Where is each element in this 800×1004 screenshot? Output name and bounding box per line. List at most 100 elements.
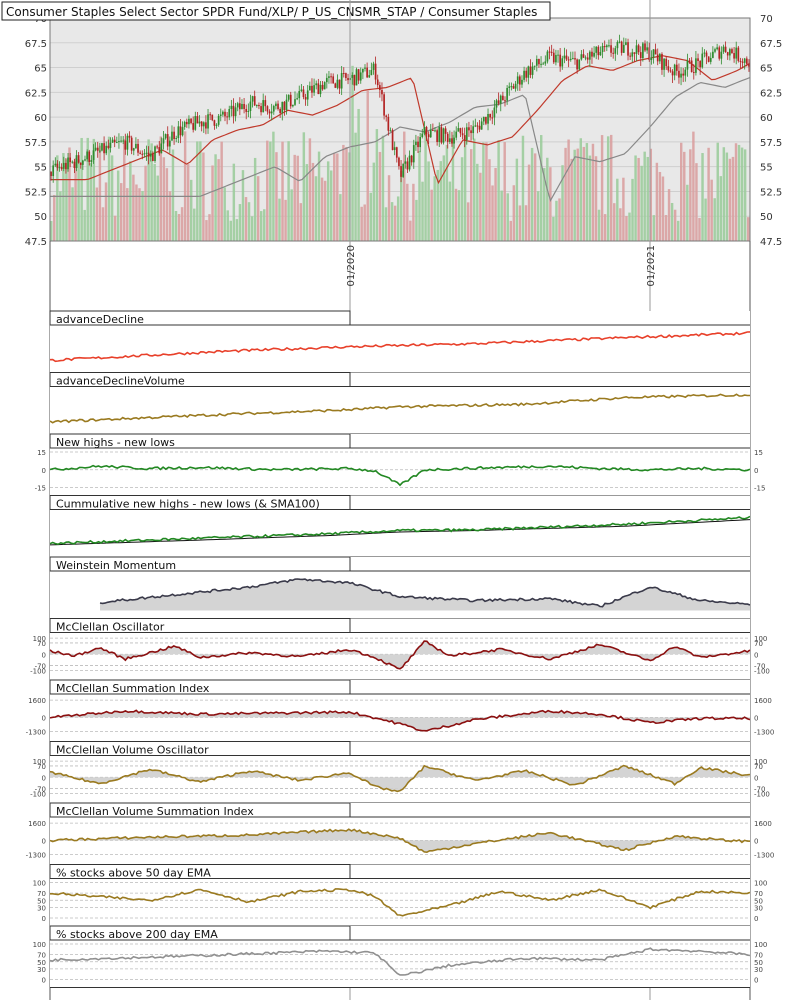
candle-body bbox=[202, 122, 205, 127]
candle-body bbox=[548, 51, 551, 53]
candle-body bbox=[258, 104, 260, 107]
candle-body bbox=[631, 52, 634, 57]
volume-bar bbox=[403, 131, 406, 241]
volume-bar bbox=[138, 188, 141, 241]
volume-bar bbox=[193, 208, 196, 241]
volume-bar bbox=[692, 131, 695, 241]
candle-body bbox=[735, 47, 738, 59]
candle-body bbox=[665, 58, 668, 67]
candle-body bbox=[729, 49, 731, 56]
candle-body bbox=[523, 70, 525, 80]
candle-body bbox=[695, 58, 697, 73]
panel-ytick-right: 15 bbox=[754, 449, 763, 457]
volume-bar bbox=[719, 176, 723, 241]
candle-body bbox=[101, 143, 103, 151]
panel-ytick-left: 100 bbox=[33, 758, 46, 766]
volume-bar bbox=[120, 183, 123, 241]
candle-body bbox=[400, 166, 402, 177]
volume-bar bbox=[491, 185, 494, 241]
volume-bar bbox=[384, 207, 388, 241]
candle-body bbox=[219, 114, 222, 116]
panel-ytick-right: -1300 bbox=[754, 728, 774, 736]
candle-body bbox=[614, 48, 617, 54]
volume-bar bbox=[442, 155, 446, 241]
candle-body bbox=[385, 115, 388, 117]
volume-bar bbox=[676, 220, 680, 241]
candle-body bbox=[334, 83, 337, 88]
panel-title: Weinstein Momentum bbox=[56, 559, 176, 572]
volume-bar bbox=[424, 134, 427, 241]
candle-body bbox=[421, 133, 424, 138]
candle-body bbox=[232, 105, 235, 117]
candle-body bbox=[115, 142, 118, 144]
volume-bar bbox=[579, 138, 583, 241]
candle-body bbox=[561, 58, 564, 67]
candle-body bbox=[489, 114, 491, 118]
candle-body bbox=[383, 94, 385, 116]
volume-bar bbox=[369, 192, 373, 241]
candle-body bbox=[179, 126, 182, 136]
candle-body bbox=[224, 111, 226, 117]
volume-bar bbox=[518, 205, 522, 241]
volume-bar bbox=[558, 198, 561, 241]
volume-bar bbox=[162, 157, 166, 241]
candle-body bbox=[563, 55, 566, 59]
candle-body bbox=[296, 98, 298, 100]
candle-body bbox=[669, 70, 672, 72]
volume-bar bbox=[406, 183, 409, 241]
volume-bar bbox=[174, 211, 178, 241]
volume-bar bbox=[244, 197, 248, 241]
candle-body bbox=[510, 86, 513, 88]
volume-bar bbox=[354, 132, 357, 241]
candle-body bbox=[323, 82, 326, 90]
candle-body bbox=[272, 106, 275, 112]
panel-ytick-left: 100 bbox=[33, 635, 46, 643]
volume-bar bbox=[159, 136, 163, 241]
panel-ytick-right: 70 bbox=[754, 890, 763, 898]
volume-bar bbox=[625, 216, 628, 241]
candle-body bbox=[741, 61, 744, 63]
panel-ytick-left: 70 bbox=[37, 640, 46, 648]
candle-body bbox=[332, 76, 335, 84]
volume-bar bbox=[710, 179, 713, 241]
candle-body bbox=[552, 52, 555, 63]
candle-body bbox=[612, 52, 615, 54]
candle-body bbox=[673, 64, 676, 76]
candle-body bbox=[569, 58, 572, 60]
candle-body bbox=[209, 114, 211, 116]
panel-ytick-right: 70 bbox=[754, 640, 763, 648]
panel-ytick-right: 0 bbox=[754, 714, 758, 722]
candle-body bbox=[603, 45, 606, 48]
candle-body bbox=[578, 59, 581, 70]
candle-body bbox=[357, 69, 360, 81]
candle-body bbox=[714, 49, 716, 52]
panel-ytick-right: 50 bbox=[754, 897, 763, 905]
candle-body bbox=[387, 116, 390, 131]
candle-body bbox=[495, 100, 498, 108]
candle-body bbox=[620, 41, 623, 53]
main-ytick-right: 60 bbox=[760, 113, 773, 124]
candle-body bbox=[113, 139, 116, 143]
volume-bar bbox=[704, 198, 707, 241]
candle-body bbox=[268, 111, 271, 114]
candle-body bbox=[652, 49, 655, 58]
candle-body bbox=[410, 155, 413, 163]
candle-body bbox=[389, 130, 392, 132]
volume-bar bbox=[250, 216, 254, 241]
volume-bar bbox=[256, 176, 260, 241]
volume-bar bbox=[80, 137, 83, 241]
candle-body bbox=[724, 46, 727, 53]
volume-bar bbox=[263, 209, 266, 241]
candle-body bbox=[77, 155, 80, 163]
main-ytick-right: 67.5 bbox=[760, 39, 782, 50]
candle-body bbox=[253, 96, 256, 106]
panel-ytick-right: 0 bbox=[754, 774, 758, 782]
volume-bar bbox=[110, 155, 114, 241]
candle-body bbox=[58, 167, 61, 169]
volume-bar bbox=[686, 184, 689, 241]
panel-ytick-left: 30 bbox=[37, 904, 46, 912]
candle-body bbox=[453, 137, 455, 144]
candle-body bbox=[139, 152, 141, 154]
title-box bbox=[1, 1, 551, 21]
volume-bar bbox=[311, 162, 315, 241]
